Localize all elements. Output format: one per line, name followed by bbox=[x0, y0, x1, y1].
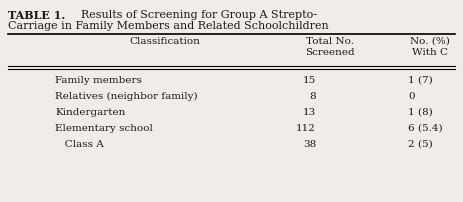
Text: Results of Screening for Group A Strepto-: Results of Screening for Group A Strepto… bbox=[67, 10, 317, 20]
Text: 1 (7): 1 (7) bbox=[408, 76, 433, 85]
Text: Total No.
Screened: Total No. Screened bbox=[305, 37, 355, 57]
Text: 2 (5): 2 (5) bbox=[408, 139, 433, 148]
Text: 13: 13 bbox=[303, 107, 316, 116]
Text: Family members: Family members bbox=[55, 76, 142, 85]
Text: Carriage in Family Members and Related Schoolchildren: Carriage in Family Members and Related S… bbox=[8, 21, 329, 31]
Text: Classification: Classification bbox=[130, 37, 200, 46]
Text: Relatives (neighbor family): Relatives (neighbor family) bbox=[55, 92, 198, 101]
Text: 1 (8): 1 (8) bbox=[408, 107, 433, 116]
Text: 8: 8 bbox=[309, 92, 316, 101]
Text: 0: 0 bbox=[408, 92, 415, 101]
Text: TABLE 1.: TABLE 1. bbox=[8, 10, 65, 21]
Text: No. (%)
With C: No. (%) With C bbox=[410, 37, 450, 57]
Text: Elementary school: Elementary school bbox=[55, 123, 153, 132]
Text: 6 (5.4): 6 (5.4) bbox=[408, 123, 443, 132]
Text: 112: 112 bbox=[296, 123, 316, 132]
Text: 15: 15 bbox=[303, 76, 316, 85]
Text: Kindergarten: Kindergarten bbox=[55, 107, 125, 116]
Text: 38: 38 bbox=[303, 139, 316, 148]
Text: Class A: Class A bbox=[55, 139, 104, 148]
